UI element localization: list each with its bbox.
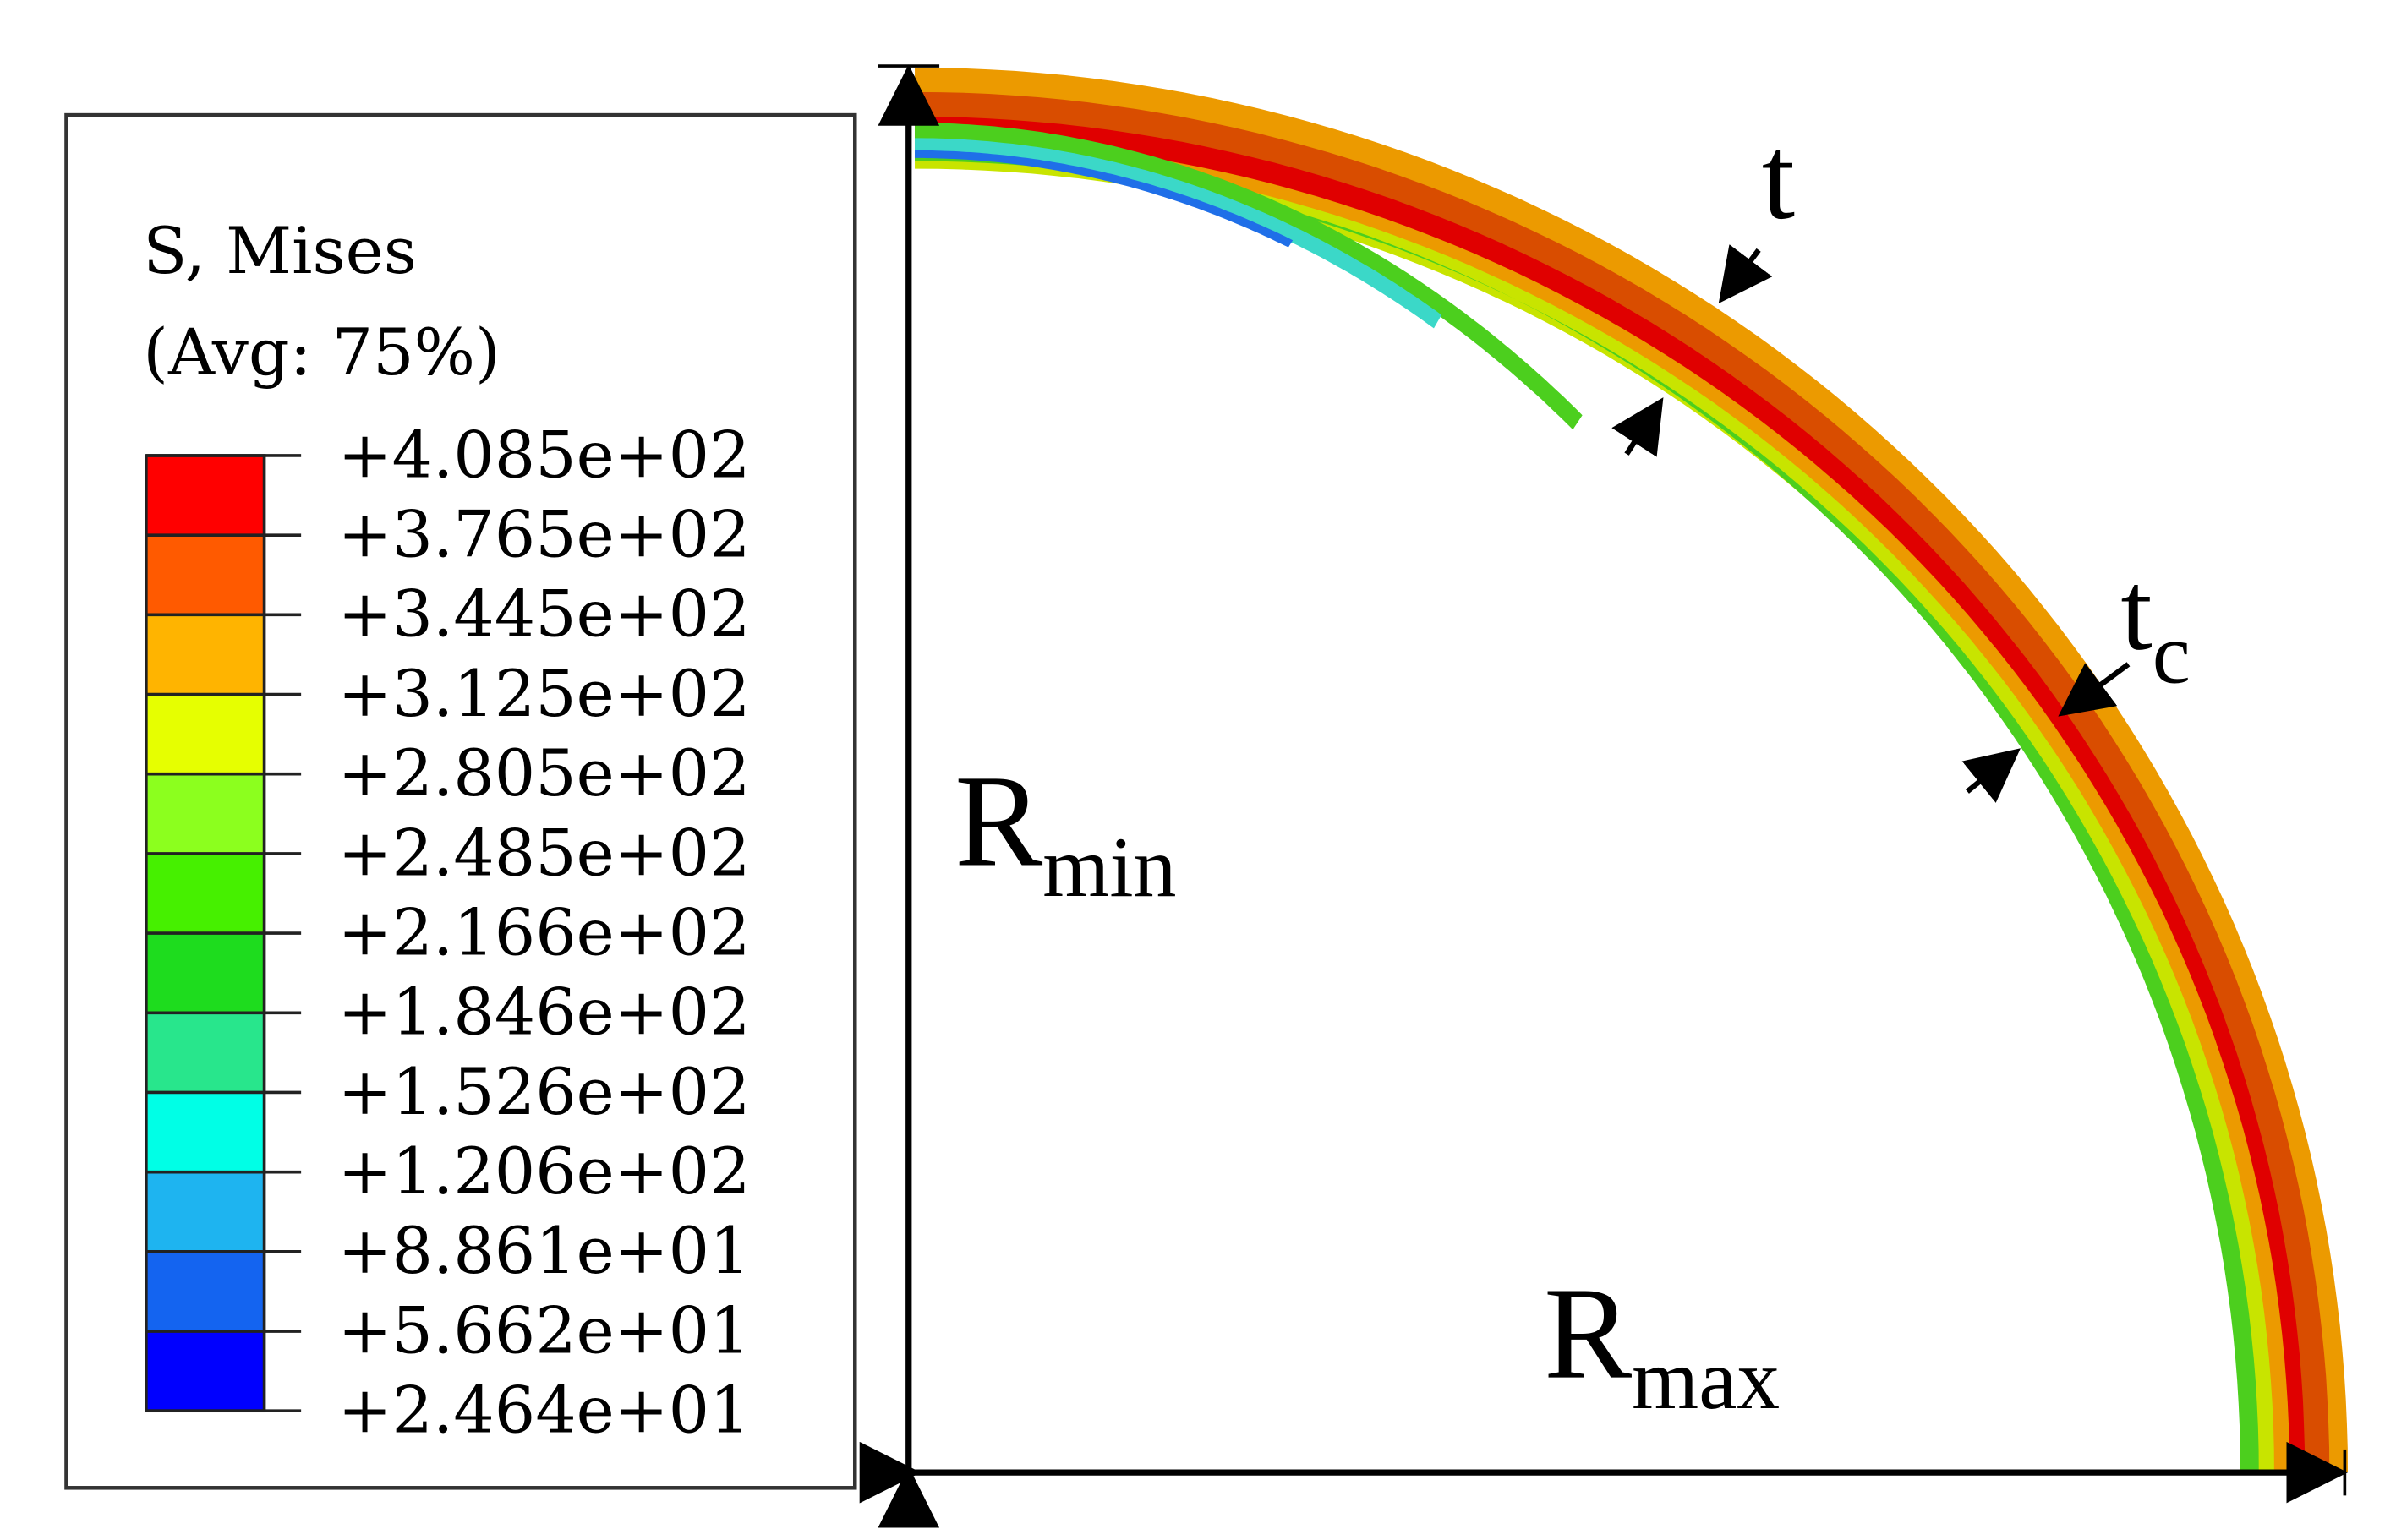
legend-value: +3.445e+02 <box>338 576 751 652</box>
legend-swatch <box>145 455 265 536</box>
legend-value: +2.805e+02 <box>338 735 751 811</box>
rmin-label: Rmin <box>955 748 1176 915</box>
legend-value: +1.206e+02 <box>338 1133 751 1209</box>
tc-label: tc <box>2120 549 2190 702</box>
legend-value-labels: +4.085e+02+3.765e+02+3.445e+02+3.125e+02… <box>145 417 751 1448</box>
thickness-arrows <box>1611 244 2131 803</box>
legend-value: +2.485e+02 <box>338 815 751 890</box>
legend: S, Mises (Avg: 75%) +4.085e+02+3.765e+02… <box>64 112 857 1490</box>
rmax-label: Rmax <box>1544 1260 1780 1427</box>
legend-swatch <box>145 1092 265 1172</box>
legend-swatch <box>145 1013 265 1093</box>
t-inner-arrow <box>1611 397 1664 457</box>
legend-swatch <box>145 773 265 854</box>
legend-swatch <box>145 933 265 1013</box>
legend-value: +3.765e+02 <box>338 497 751 572</box>
legend-title: S, Mises <box>143 213 417 288</box>
legend-color-scale <box>145 454 266 1413</box>
legend-value: +4.085e+02 <box>338 417 751 492</box>
legend-value: +5.662e+01 <box>338 1292 751 1368</box>
legend-value: +2.166e+02 <box>338 894 751 969</box>
legend-value: +3.125e+02 <box>338 656 751 731</box>
legend-subtitle: (Avg: 75%) <box>143 314 501 390</box>
dimension-lines <box>859 64 2348 1528</box>
legend-value: +8.861e+01 <box>338 1213 751 1288</box>
legend-swatch <box>145 694 265 774</box>
legend-swatch <box>145 1331 265 1412</box>
tc-inner-arrow <box>1961 748 2021 803</box>
legend-value: +2.464e+01 <box>338 1373 751 1448</box>
tc-outer-arrow <box>2058 662 2131 717</box>
legend-value: +1.846e+02 <box>338 975 751 1050</box>
t-outer-arrow <box>1718 244 1773 303</box>
legend-swatch <box>145 1251 265 1332</box>
dimension-labels: t tc Rmin Rmax <box>955 112 2191 1427</box>
legend-swatch <box>145 614 265 695</box>
legend-swatch <box>145 1171 265 1252</box>
legend-swatch <box>145 535 265 615</box>
t-label: t <box>1762 112 1795 244</box>
legend-value: +1.526e+02 <box>338 1054 751 1129</box>
legend-swatch <box>145 853 265 934</box>
